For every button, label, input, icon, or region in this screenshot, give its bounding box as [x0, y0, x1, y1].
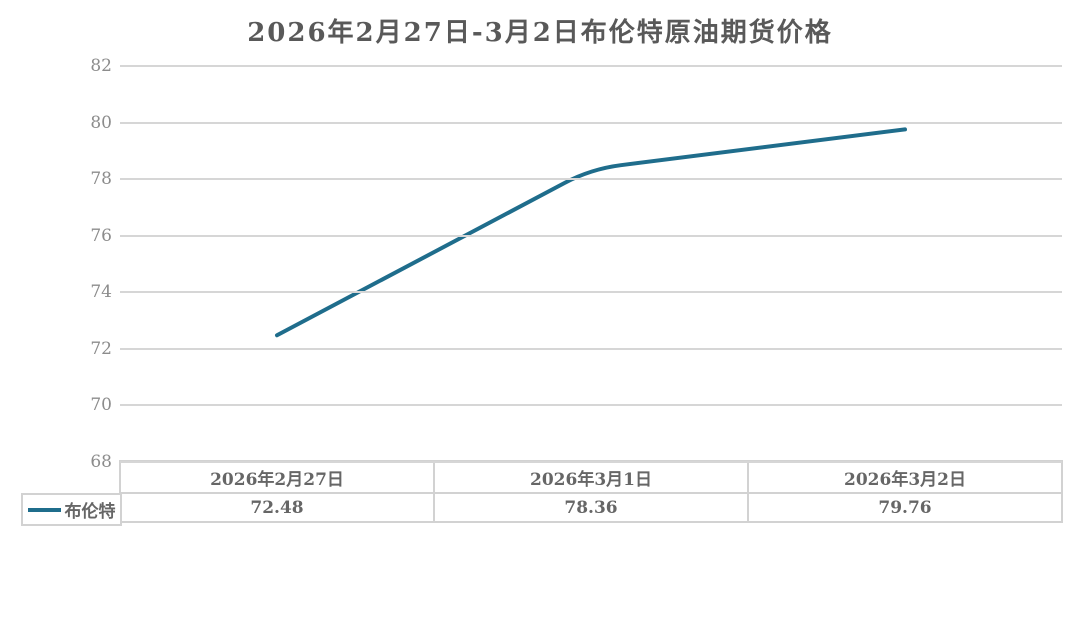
- y-tick-label: 78: [90, 169, 112, 190]
- value-row: 72.48 78.36 79.76: [119, 492, 1063, 523]
- value-cell: 78.36: [433, 492, 749, 523]
- date-header-row: 2026年2月27日 2026年3月1日 2026年3月2日: [119, 460, 1063, 494]
- gridline: [120, 291, 1062, 294]
- gridline: [120, 65, 1062, 67]
- date-header-cell: 2026年2月27日: [119, 460, 435, 494]
- gridline: [120, 178, 1062, 181]
- value-cell: 72.48: [119, 492, 435, 523]
- gridline: [120, 404, 1062, 407]
- date-header-cell: 2026年3月1日: [433, 460, 749, 494]
- y-tick-label: 76: [90, 225, 112, 246]
- y-tick-label: 82: [90, 56, 112, 76]
- y-tick-label: 68: [90, 452, 112, 472]
- legend-cell: 布伦特: [21, 493, 122, 526]
- gridline: [120, 234, 1062, 237]
- data-table: 2026年2月27日 2026年3月1日 2026年3月2日 72.48 78.…: [119, 460, 1063, 523]
- legend-label: 布伦特: [64, 502, 116, 522]
- gridline: [120, 121, 1062, 124]
- value-cell: 79.76: [747, 492, 1063, 523]
- series-line: [275, 127, 907, 338]
- y-tick-label: 74: [90, 282, 112, 303]
- y-tick-label: 72: [90, 338, 112, 359]
- gridline: [120, 461, 1062, 463]
- y-tick-label: 80: [90, 112, 112, 133]
- chart-title: 2026年2月27日-3月2日布伦特原油期货价格: [247, 18, 833, 48]
- series-line-swatch: [27, 507, 61, 512]
- gridline: [120, 347, 1062, 350]
- y-tick-label: 70: [90, 395, 112, 416]
- date-header-cell: 2026年3月2日: [747, 460, 1063, 494]
